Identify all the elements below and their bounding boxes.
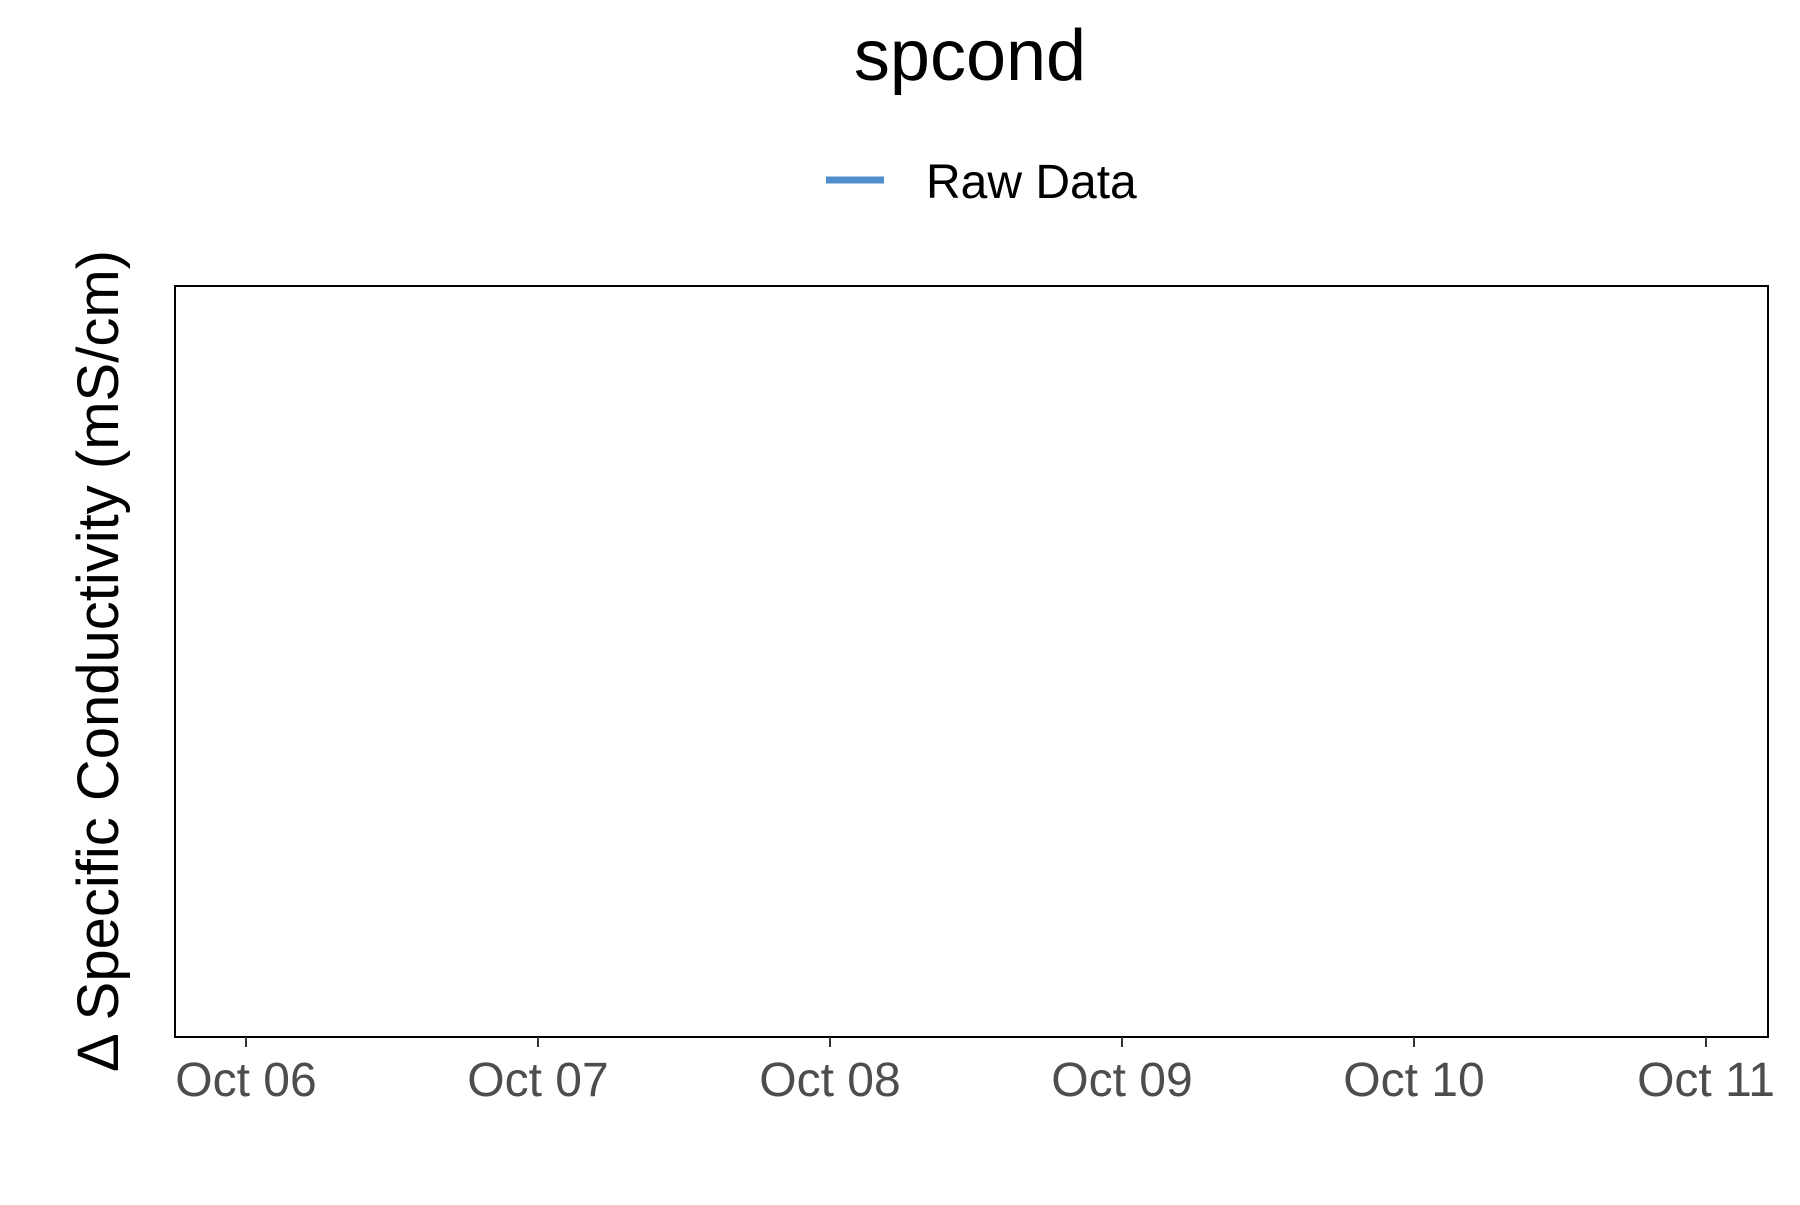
x-tick-label: Oct 09 <box>1051 1054 1192 1107</box>
plot-area <box>174 285 1769 1038</box>
legend: Raw Data <box>826 156 1137 209</box>
x-tick-label: Oct 07 <box>467 1054 608 1107</box>
legend-label-raw-data: Raw Data <box>926 156 1137 209</box>
chart-title: spcond <box>854 16 1086 96</box>
x-tick-label: Oct 11 <box>1637 1054 1775 1107</box>
x-tick-label: Oct 10 <box>1343 1054 1484 1107</box>
y-axis-label: Δ Specific Conductivity (mS/cm) <box>66 250 131 1072</box>
x-axis: Oct 06 Oct 07 Oct 08 Oct 09 Oct 10 Oct 11 <box>175 1037 1775 1107</box>
x-tick-label: Oct 08 <box>759 1054 900 1107</box>
x-tick-label: Oct 06 <box>175 1054 316 1107</box>
